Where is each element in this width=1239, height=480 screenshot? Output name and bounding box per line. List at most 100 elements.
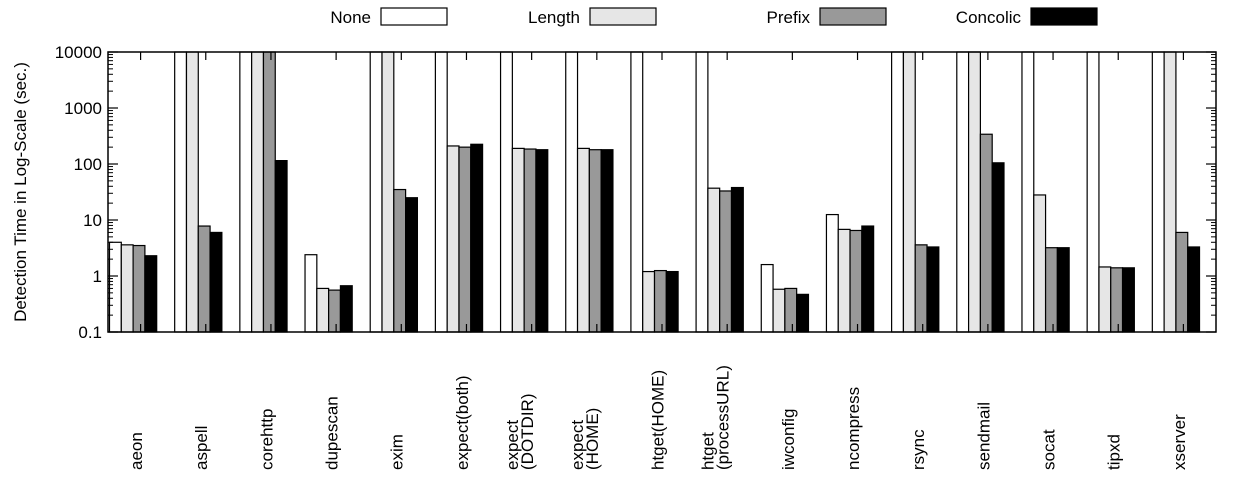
bar-none-aspell	[174, 51, 188, 333]
bar-prefix-socat	[1044, 247, 1058, 333]
bar-none-sendmail	[956, 51, 970, 333]
bar-none-aeon	[108, 241, 122, 333]
bar-none-rsync	[891, 51, 905, 333]
bar-prefix-htget-processurl	[719, 190, 733, 333]
bar-concolic-exim	[405, 197, 419, 333]
legend-swatch-length	[589, 7, 657, 26]
bar-concolic-htget-home	[665, 270, 679, 333]
bar-prefix-aeon	[132, 244, 146, 333]
x-tick-label-aspell: aspell	[192, 426, 211, 470]
y-tick-label: 100	[74, 155, 102, 174]
x-tick-label-xserver: xserver	[1170, 414, 1189, 470]
bar-concolic-iwconfig	[796, 293, 810, 333]
bar-length-xserver	[1163, 51, 1177, 333]
x-tick-label-tipxd: tipxd	[1105, 434, 1124, 470]
bar-length-ncompress	[837, 228, 851, 333]
bar-concolic-expect-home	[600, 149, 614, 333]
y-axis-ticks: 0.1 1 10 100 1000 10000	[55, 43, 1216, 342]
bar-none-htget-processurl	[695, 51, 709, 333]
bar-concolic-aspell	[209, 231, 223, 333]
x-tick-label-expect-home: expect(HOME)	[568, 408, 602, 470]
x-axis-ticks: aeon aspell corehttp dupescan exim expect(bot…	[127, 52, 1189, 470]
bar-concolic-rsync	[926, 246, 940, 333]
x-tick-label-aeon: aeon	[127, 432, 146, 470]
bar-prefix-expect-both	[458, 146, 472, 333]
bar-length-expect-dotdir	[511, 147, 525, 333]
bar-none-iwconfig	[760, 263, 774, 333]
bar-none-htget-home	[630, 51, 644, 333]
bar-prefix-xserver	[1175, 231, 1189, 333]
bar-concolic-sendmail	[991, 162, 1005, 333]
legend-swatch-concolic	[1030, 7, 1098, 26]
bar-concolic-corehttp	[274, 160, 288, 333]
bar-prefix-iwconfig	[784, 287, 798, 333]
bar-none-expect-both	[434, 51, 448, 333]
x-tick-label-htget-processurl: htget(processURL)	[699, 365, 733, 470]
legend-label-none: None	[330, 8, 371, 27]
bar-none-expect-home	[565, 51, 579, 333]
bar-none-tipxd	[1086, 51, 1100, 333]
bar-concolic-aeon	[144, 255, 158, 333]
x-tick-label-rsync: rsync	[909, 429, 928, 470]
legend-swatch-prefix	[819, 7, 887, 26]
y-tick-label: 10	[83, 211, 102, 230]
legend-swatch-none	[380, 7, 448, 26]
bar-length-htget-home	[642, 270, 656, 333]
bar-length-corehttp	[251, 51, 265, 333]
bar-none-socat	[1021, 51, 1035, 333]
bar-length-htget-processurl	[707, 187, 721, 333]
bar-length-aspell	[185, 51, 199, 333]
bar-length-iwconfig	[772, 288, 786, 333]
bar-none-dupescan	[304, 254, 318, 333]
bar-length-expect-home	[576, 147, 590, 333]
y-axis-label: Detection Time in Log-Scale (sec.)	[11, 62, 30, 322]
bar-prefix-ncompress	[849, 229, 863, 333]
bar-concolic-socat	[1056, 247, 1070, 333]
x-tick-label-dupescan: dupescan	[323, 396, 342, 470]
bar-prefix-dupescan	[328, 289, 342, 333]
bar-none-exim	[369, 51, 383, 333]
bar-prefix-htget-home	[653, 269, 667, 333]
bar-length-exim	[381, 51, 395, 333]
bar-concolic-expect-both	[470, 143, 484, 333]
bar-prefix-sendmail	[979, 133, 993, 333]
bar-none-xserver	[1151, 51, 1165, 333]
bar-prefix-corehttp	[262, 51, 276, 333]
bar-none-ncompress	[825, 213, 839, 333]
bar-length-dupescan	[316, 287, 330, 333]
bars	[108, 51, 1201, 333]
x-tick-label-socat: socat	[1039, 429, 1058, 470]
x-tick-label-ncompress: ncompress	[844, 387, 863, 470]
x-tick-label-exim: exim	[388, 434, 407, 470]
x-tick-label-sendmail: sendmail	[974, 402, 993, 470]
x-tick-label-iwconfig: iwconfig	[779, 409, 798, 470]
bar-length-expect-both	[446, 145, 460, 333]
y-tick-label: 1000	[64, 99, 102, 118]
bar-prefix-aspell	[197, 225, 211, 333]
bar-length-rsync	[902, 51, 916, 333]
bar-concolic-htget-processurl	[730, 186, 744, 333]
bar-none-corehttp	[239, 51, 253, 333]
legend-label-prefix: Prefix	[767, 8, 811, 27]
bar-concolic-ncompress	[861, 225, 875, 333]
x-tick-label-corehttp: corehttp	[257, 409, 276, 470]
bar-none-expect-dotdir	[499, 51, 513, 333]
legend-label-length: Length	[528, 8, 580, 27]
bar-concolic-expect-dotdir	[535, 149, 549, 333]
x-tick-label-htget-home: htget(HOME)	[648, 370, 667, 470]
bar-prefix-tipxd	[1110, 267, 1124, 333]
bar-prefix-expect-home	[588, 149, 602, 333]
bar-length-socat	[1033, 194, 1047, 333]
bar-length-aeon	[120, 244, 134, 333]
bar-concolic-xserver	[1187, 246, 1201, 333]
legend: None Length Prefix Concolic	[330, 7, 1098, 27]
bar-concolic-tipxd	[1121, 267, 1135, 333]
y-tick-label: 1	[93, 267, 102, 286]
bar-length-tipxd	[1098, 266, 1112, 333]
x-tick-label-expect-dotdir: expect(DOTDIR)	[503, 394, 537, 470]
legend-label-concolic: Concolic	[956, 8, 1022, 27]
x-tick-label-expect-both: expect(both)	[453, 376, 472, 471]
bar-prefix-expect-dotdir	[523, 148, 537, 333]
bar-prefix-exim	[393, 188, 407, 333]
